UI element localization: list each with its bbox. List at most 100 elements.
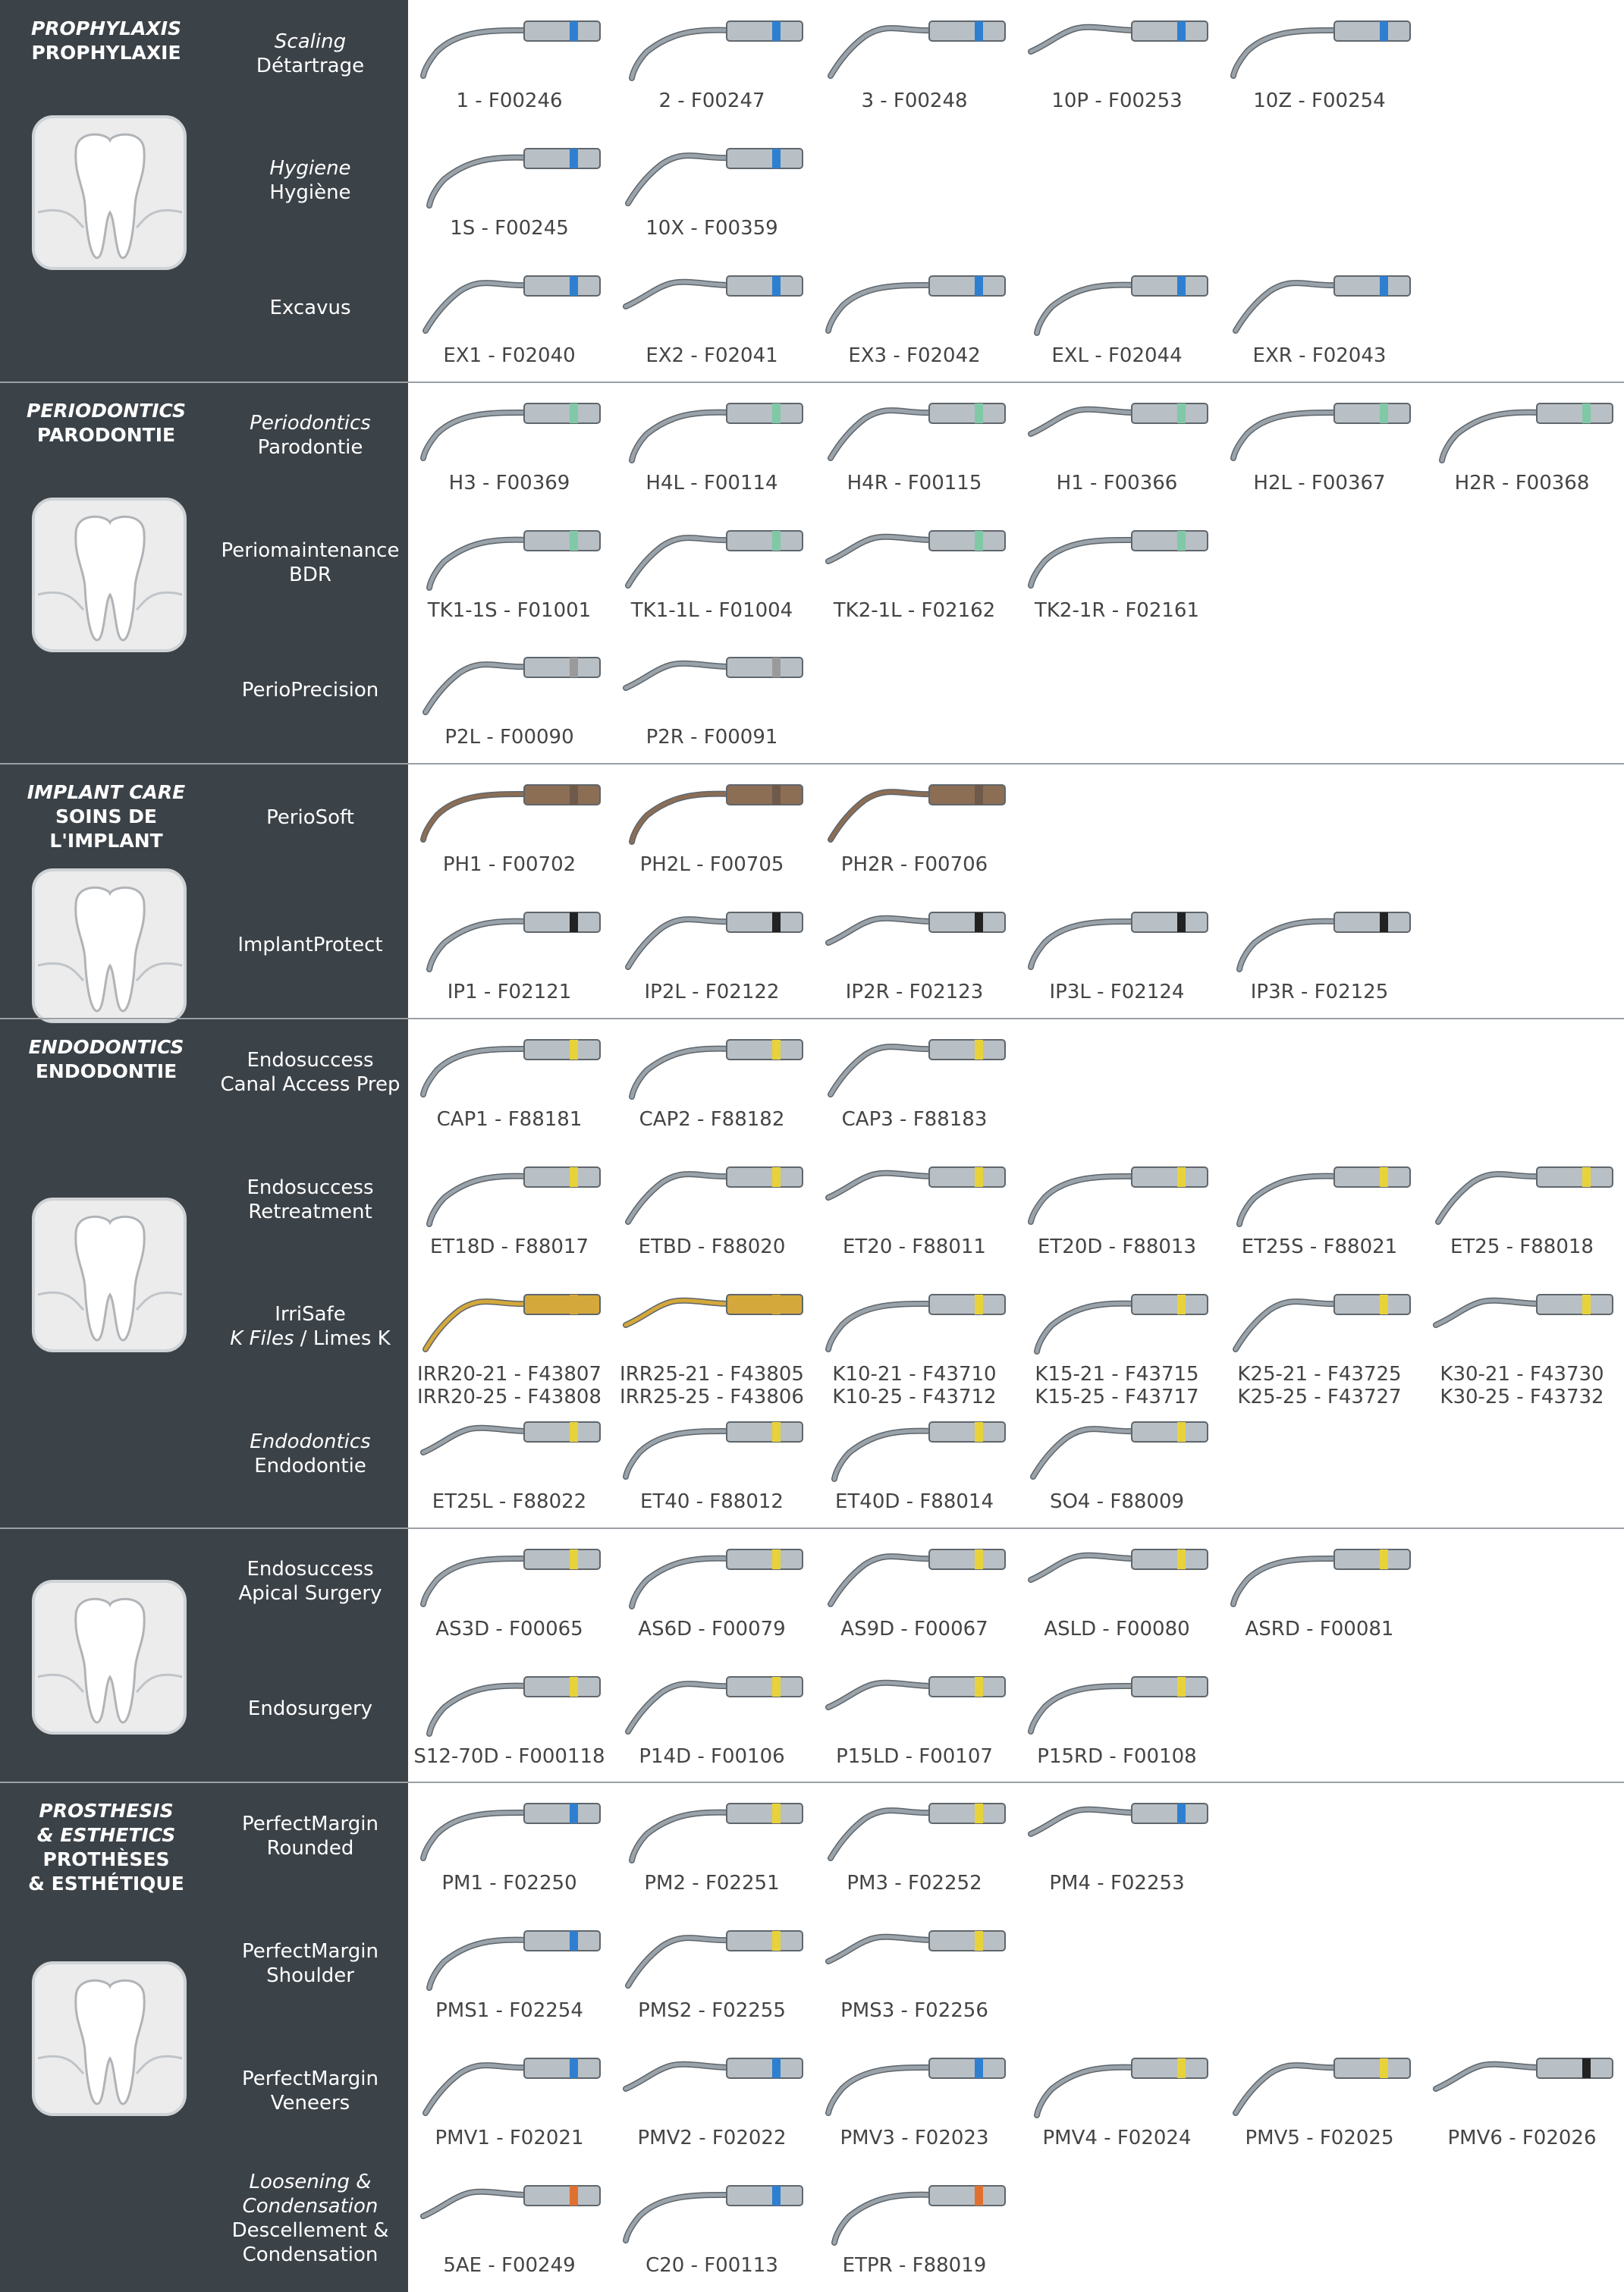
tip-image bbox=[414, 133, 604, 213]
tip-image bbox=[819, 2043, 1009, 2123]
tip-label: ET18D - F88017 bbox=[408, 1235, 611, 1258]
tip-label: IP2L - F02122 bbox=[611, 981, 813, 1003]
tip-label: EX2 - F02041 bbox=[611, 344, 813, 367]
tip-label: SO4 - F88009 bbox=[1016, 1490, 1218, 1513]
tip-label: ET25S - F88021 bbox=[1218, 1235, 1421, 1258]
tip-image bbox=[1022, 897, 1211, 977]
tip-image bbox=[819, 1788, 1009, 1868]
tip-label: 10Z - F00254 bbox=[1218, 89, 1421, 112]
tip-label: ET25L - F88022 bbox=[408, 1490, 611, 1513]
tip-label: PMS1 - F02254 bbox=[408, 1999, 611, 2022]
row-label-part: PerfectMargin bbox=[242, 1813, 379, 1835]
row-label: PerioPrecision bbox=[212, 678, 408, 702]
tip-label: H4L - F00114 bbox=[611, 472, 813, 495]
row-label-line: Rounded bbox=[212, 1836, 408, 1860]
section-divider bbox=[0, 1782, 1624, 1783]
tip-label: 1 - F00246 bbox=[408, 89, 611, 112]
tip-image bbox=[819, 897, 1009, 977]
tip-label: P15LD - F00107 bbox=[813, 1745, 1016, 1768]
tip-image bbox=[1022, 388, 1211, 468]
row-label-part: Shoulder bbox=[266, 1964, 354, 1987]
tip-image bbox=[1022, 2043, 1211, 2123]
section-title: PROSTHESIS bbox=[0, 1799, 212, 1823]
tip-image bbox=[819, 2171, 1009, 2250]
row-label: Excavus bbox=[212, 296, 408, 320]
tip-label: K10-25 - F43712 bbox=[813, 1386, 1016, 1408]
tip-label: K30-25 - F43732 bbox=[1421, 1386, 1623, 1408]
row-label-line: Condensation bbox=[212, 2243, 408, 2267]
tip-image bbox=[1022, 261, 1211, 341]
tip-image bbox=[1022, 1788, 1211, 1868]
section-title: & ESTHETICS bbox=[0, 1823, 212, 1848]
row-label-part: Rounded bbox=[267, 1837, 354, 1860]
tip-image bbox=[819, 261, 1009, 341]
tip-label: EX3 - F02042 bbox=[813, 344, 1016, 367]
tip-image bbox=[819, 1279, 1009, 1359]
tip-label: TK2-1L - F02162 bbox=[813, 599, 1016, 622]
row-label-line: Excavus bbox=[212, 296, 408, 320]
tip-label: 10P - F00253 bbox=[1016, 89, 1218, 112]
section-title: & ESTHÉTIQUE bbox=[0, 1872, 212, 1896]
section-title: ENDODONTICS bbox=[0, 1035, 212, 1060]
tip-label: PMS3 - F02256 bbox=[813, 1999, 1016, 2022]
tip-label: EX1 - F02040 bbox=[408, 344, 611, 367]
tip-label: PM3 - F02252 bbox=[813, 1872, 1016, 1895]
row-label-part: Endosurgery bbox=[248, 1697, 372, 1720]
row-label-line: Endosurgery bbox=[212, 1697, 408, 1721]
tip-label: K25-21 - F43725 bbox=[1218, 1363, 1421, 1386]
tip-image bbox=[819, 1534, 1009, 1614]
tip-image bbox=[1224, 2043, 1414, 2123]
row-label-line: PerioSoft bbox=[212, 805, 408, 830]
tip-label: K10-21 - F43710 bbox=[813, 1363, 1016, 1386]
tip-label: EXL - F02044 bbox=[1016, 344, 1218, 367]
row-label-line: Canal Access Prep bbox=[212, 1072, 408, 1097]
row-label-part: Descellement & bbox=[232, 2219, 389, 2242]
row-label: Endosurgery bbox=[212, 1697, 408, 1721]
tip-label: TK2-1R - F02161 bbox=[1016, 599, 1218, 622]
tip-label: AS9D - F00067 bbox=[813, 1618, 1016, 1641]
tip-label: IP3R - F02125 bbox=[1218, 981, 1421, 1003]
tip-image bbox=[617, 1788, 806, 1868]
tip-label: H3 - F00369 bbox=[408, 472, 611, 495]
section-title: PERIODONTICS bbox=[0, 399, 212, 423]
tip-image bbox=[414, 1025, 604, 1104]
tip-label: IP3L - F02124 bbox=[1016, 981, 1218, 1003]
tip-label: ETBD - F88020 bbox=[611, 1235, 813, 1258]
row-label-line: Periodontics bbox=[212, 411, 408, 435]
row-label-line: Condensation bbox=[212, 2194, 408, 2218]
tip-label: IRR20-25 - F43808 bbox=[408, 1386, 611, 1408]
tip-label: IP2R - F02123 bbox=[813, 981, 1016, 1003]
tip-label: CAP1 - F88181 bbox=[408, 1108, 611, 1131]
section-divider bbox=[0, 763, 1624, 765]
tip-image bbox=[414, 2171, 604, 2250]
tip-image bbox=[617, 133, 806, 213]
tip-image bbox=[1224, 261, 1414, 341]
tip-image bbox=[1427, 1279, 1616, 1359]
tip-label: ASRD - F00081 bbox=[1218, 1618, 1421, 1641]
tip-image bbox=[617, 1407, 806, 1487]
tip-label: CAP3 - F88183 bbox=[813, 1108, 1016, 1131]
tooth-icon bbox=[30, 867, 190, 1026]
tip-label: PMV2 - F02022 bbox=[611, 2127, 813, 2149]
tip-image bbox=[1022, 1407, 1211, 1487]
tip-label: TK1-1L - F01004 bbox=[611, 599, 813, 622]
tip-image bbox=[617, 1534, 806, 1614]
row-label-line: Veneers bbox=[212, 2091, 408, 2115]
row-label: ImplantProtect bbox=[212, 933, 408, 957]
section-title: PROTHÈSES bbox=[0, 1848, 212, 1872]
tip-label: H1 - F00366 bbox=[1016, 472, 1218, 495]
tip-image bbox=[819, 388, 1009, 468]
tip-image bbox=[819, 1662, 1009, 1741]
row-label-part: PerioPrecision bbox=[242, 679, 379, 702]
tip-image bbox=[617, 2043, 806, 2123]
tip-label: PMV5 - F02025 bbox=[1218, 2127, 1421, 2149]
row-label-line: Hygiene bbox=[212, 156, 408, 181]
tip-label: P2L - F00090 bbox=[408, 726, 611, 749]
row-label-line: Apical Surgery bbox=[212, 1581, 408, 1606]
row-label-part: Periomaintenance bbox=[221, 539, 400, 562]
